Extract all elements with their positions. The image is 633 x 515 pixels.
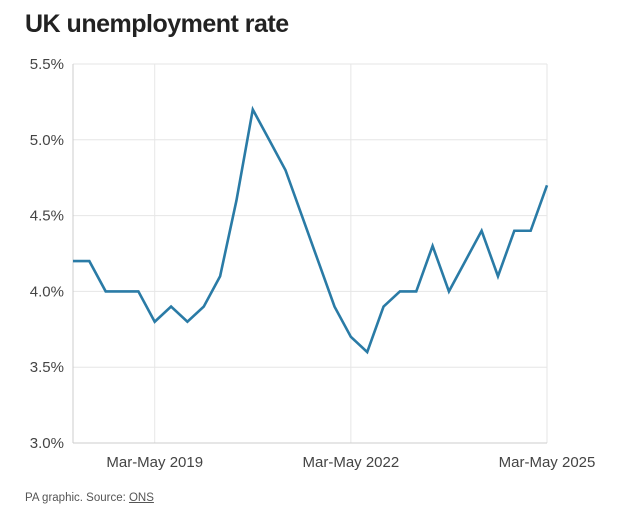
- source-link[interactable]: ONS: [128, 492, 154, 504]
- data-point: [235, 199, 238, 202]
- y-tick-label: 5.0%: [30, 132, 64, 149]
- data-point: [88, 260, 91, 263]
- x-tick-label: Mar-May 2019: [106, 454, 203, 471]
- chart-title: UK unemployment rate: [25, 10, 289, 38]
- data-point: [399, 290, 402, 293]
- data-point: [480, 229, 483, 232]
- data-point: [464, 260, 467, 263]
- data-point: [366, 351, 369, 354]
- series: [72, 105, 549, 355]
- data-point: [268, 139, 271, 142]
- data-point: [219, 275, 222, 278]
- y-tick-label: 3.5%: [30, 359, 64, 376]
- y-tick-label: 5.5%: [30, 56, 64, 73]
- data-point: [497, 275, 500, 278]
- data-point: [333, 305, 336, 308]
- y-tick-label: 3.0%: [30, 435, 64, 452]
- data-point: [448, 290, 451, 293]
- x-tick-labels: Mar-May 2019 Mar-May 2022 Mar-May 2025: [106, 454, 595, 471]
- data-point: [546, 184, 549, 187]
- y-tick-label: 4.5%: [30, 208, 64, 225]
- data-point: [153, 320, 156, 323]
- data-point: [317, 260, 320, 263]
- x-tick-label: Mar-May 2022: [303, 454, 400, 471]
- series-line: [73, 105, 549, 355]
- source-prefix: PA graphic. Source:: [25, 492, 129, 504]
- data-point: [513, 229, 516, 232]
- x-tick-label: Mar-May 2025: [499, 454, 596, 471]
- source-footer: PA graphic. Source: ONS: [25, 492, 154, 504]
- data-point: [529, 229, 532, 232]
- data-point: [72, 260, 75, 263]
- data-point: [186, 320, 189, 323]
- data-point: [415, 290, 418, 293]
- data-point: [104, 290, 107, 293]
- data-point: [251, 108, 254, 111]
- y-tick-label: 4.0%: [30, 283, 64, 300]
- data-point: [121, 290, 124, 293]
- data-point: [170, 305, 173, 308]
- gridlines: [73, 63, 548, 443]
- data-point: [284, 169, 287, 172]
- data-point: [431, 245, 434, 248]
- data-point: [202, 305, 205, 308]
- data-point: [137, 290, 140, 293]
- data-point: [350, 336, 353, 339]
- axes: [72, 64, 547, 444]
- y-tick-labels: 3.0% 3.5% 4.0% 4.5% 5.0% 5.5%: [30, 56, 64, 452]
- data-point: [301, 214, 304, 217]
- data-point: [382, 305, 385, 308]
